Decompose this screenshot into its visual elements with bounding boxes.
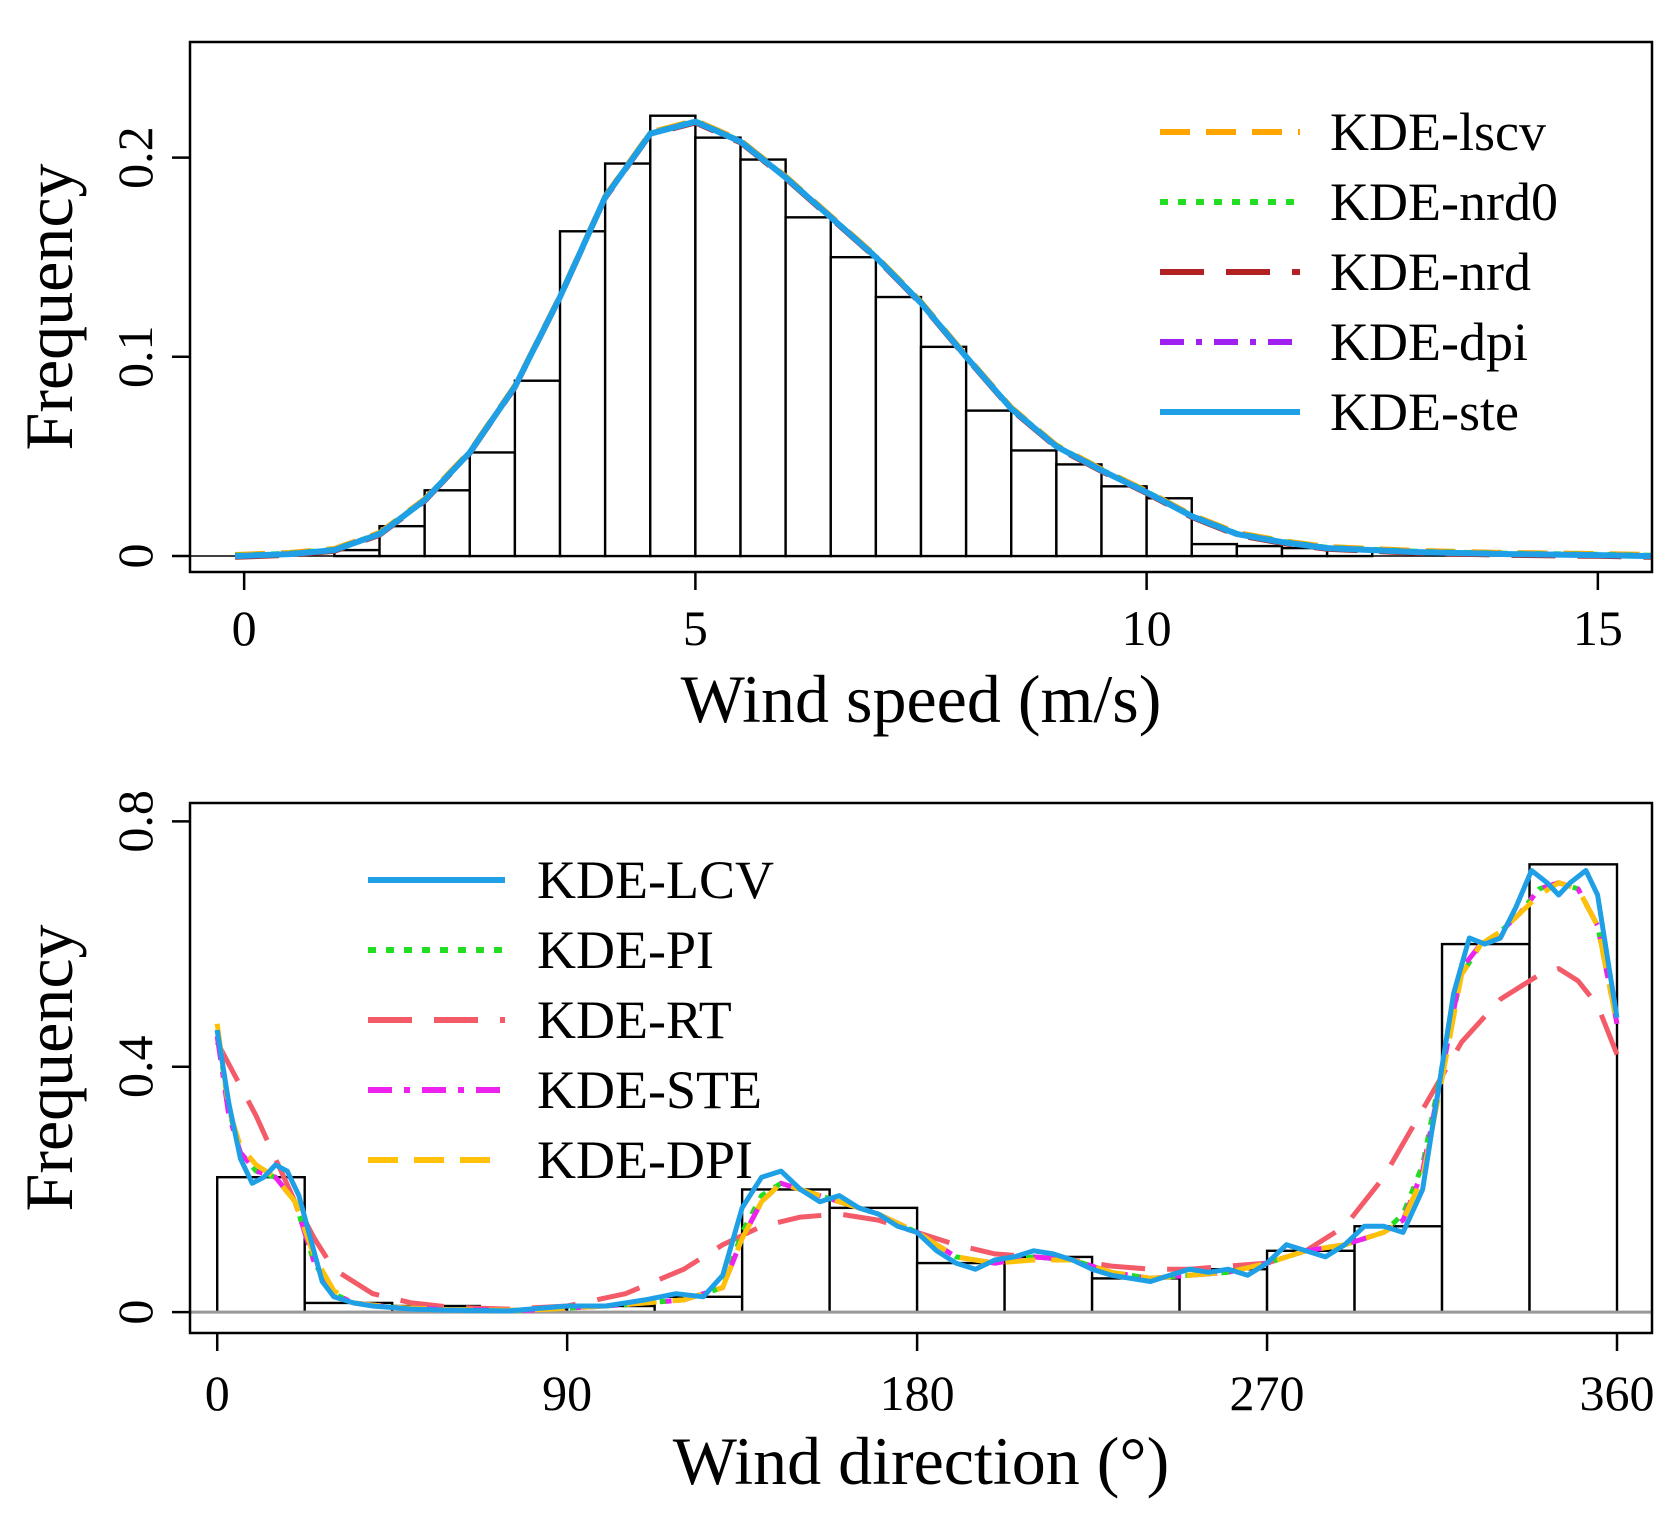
x-tick-label: 90: [542, 1365, 592, 1421]
plot-frame: [188, 40, 1654, 574]
histogram-bar-2: [423, 489, 471, 558]
wind-speed-panel: 0 5 10 15 0 0.1 0.2 Wind speed (m/s) Frequency KD…: [11, 40, 1654, 737]
legend-label: KDE-lscv: [1330, 102, 1546, 162]
x-tick-label: 360: [1580, 1365, 1655, 1421]
histogram-bar-19: [1190, 542, 1239, 558]
histogram-bar-10: [1090, 1277, 1181, 1314]
histogram-bar-13: [919, 345, 968, 558]
legend-label: KDE-PI: [537, 920, 714, 980]
legend-label: KDE-STE: [537, 1060, 762, 1120]
histogram-bar-20: [1235, 544, 1284, 558]
x-tick-label: 15: [1573, 600, 1623, 656]
y-tick-label: 0.2: [107, 126, 163, 189]
histogram-bar-16: [1055, 463, 1103, 558]
x-tick-label: 180: [880, 1365, 955, 1421]
legend-label: KDE-nrd: [1330, 242, 1531, 302]
legend: KDE-lscv KDE-nrd0 KDE-nrd KDE-dpi KDE-ste: [1160, 102, 1558, 442]
histogram-bar-7: [649, 114, 697, 558]
legend-label: KDE-LCV: [537, 850, 774, 910]
histogram-bar-11: [829, 255, 878, 558]
kde-curve-kde-lcv: [214, 868, 1620, 1314]
wind-direction-panel: 0 90 180 270 360 0 0.4 0.8 Wind direction (°) Fre…: [11, 790, 1655, 1499]
histogram-bar-17: [1100, 485, 1148, 558]
histogram-bar-10: [784, 216, 832, 558]
y-axis-title: Frequency: [11, 163, 87, 450]
histogram-bar-9: [739, 158, 787, 558]
x-axis-title: Wind direction (°): [673, 1423, 1170, 1499]
y-tick-label: 0: [107, 544, 163, 569]
y-tick-label: 0: [107, 1300, 163, 1325]
y-tick-label: 0.4: [107, 1036, 163, 1099]
histogram-bar-4: [513, 379, 562, 558]
kde-curve-kde-ste: [234, 118, 1653, 560]
histogram-bar-12: [874, 295, 923, 558]
histogram-bar-8: [915, 1261, 1006, 1314]
y-tick-label: 0.1: [107, 326, 163, 389]
legend-label: KDE-RT: [537, 990, 732, 1050]
x-axis-title: Wind speed (m/s): [681, 661, 1162, 737]
x-tick-label: 0: [232, 600, 257, 656]
legend-label: KDE-nrd0: [1330, 172, 1558, 232]
histogram-bar-14: [964, 409, 1013, 558]
x-tick-label: 10: [1122, 600, 1172, 656]
y-tick-label: 0.8: [107, 790, 163, 853]
histogram-bar-8: [694, 136, 742, 558]
y-axis-title: Frequency: [11, 924, 87, 1211]
histogram-bar-3: [468, 451, 517, 558]
histogram-bar-13: [1353, 1225, 1444, 1314]
legend-label: KDE-ste: [1330, 382, 1519, 442]
legend: KDE-LCV KDE-PI KDE-RT KDE-STE KDE-DPI: [368, 850, 774, 1190]
legend-label: KDE-DPI: [537, 1130, 753, 1190]
x-tick-label: 5: [683, 600, 708, 656]
legend-label: KDE-dpi: [1330, 312, 1528, 372]
kde-curve-kde-dpi: [214, 880, 1620, 1313]
x-tick-label: 270: [1230, 1365, 1305, 1421]
x-tick-label: 0: [205, 1365, 230, 1421]
histogram-bar-6: [603, 162, 652, 558]
histogram-bar-15: [1010, 449, 1058, 558]
